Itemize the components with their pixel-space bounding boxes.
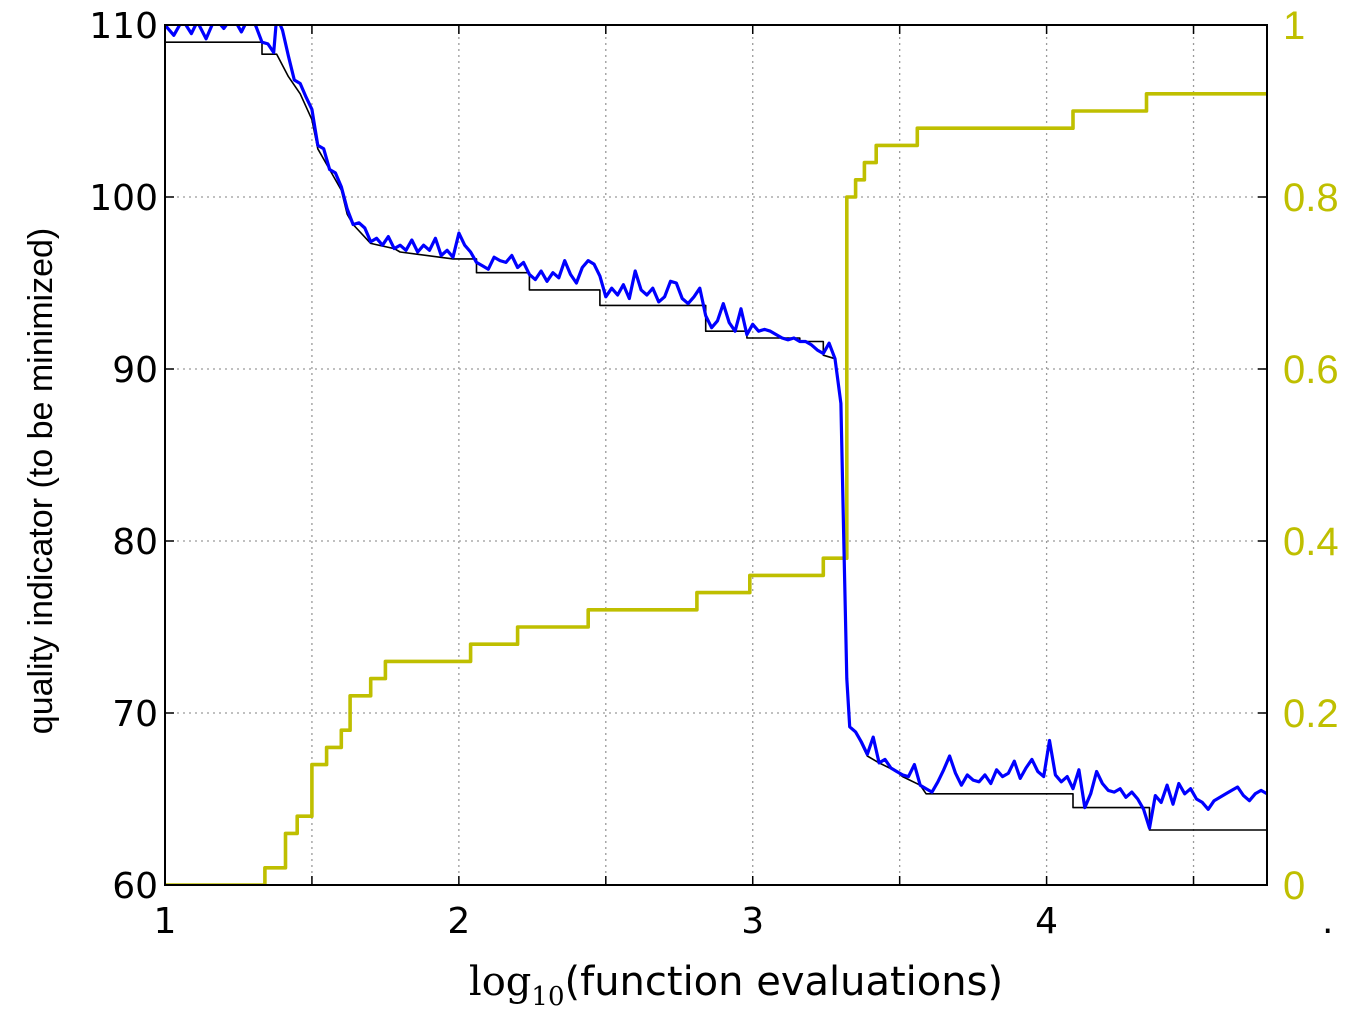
x-tick-label: 4 (1035, 901, 1058, 942)
plot-frame (164, 24, 1268, 886)
y-tick-label-right: 0.6 (1283, 348, 1339, 392)
series-layer (165, 25, 1267, 885)
grid-lines (165, 24, 1267, 886)
x-axis-label: log10(function evaluations) (469, 959, 1003, 1011)
y-tick-label-right: 1 (1283, 4, 1305, 48)
y-tick-label-right: 0.4 (1283, 520, 1339, 564)
y-tick-label-right: 0 (1283, 864, 1305, 908)
y-tick-label-left: 100 (89, 178, 158, 219)
tick-marks (165, 24, 1267, 886)
y-tick-label-left: 70 (112, 694, 158, 735)
tick-labels: 1 2 3 4 60 70 80 90 100 110 0 0.2 0.4 0.6 0.8 1 (89, 4, 1338, 942)
series-fraction (165, 92, 1267, 885)
y-tick-label-right: 0.8 (1283, 176, 1339, 220)
x-axis-label-text: (function evaluations) (565, 959, 1004, 1005)
x-tick-label: 2 (447, 901, 470, 942)
y-axis-label: quality indicator (to be minimized) (22, 228, 60, 734)
series-current-quality (165, 25, 1267, 830)
x-axis-label-subscript: 10 (531, 982, 564, 1011)
x-axis-label-log: log (469, 959, 531, 1005)
y-tick-label-left: 80 (112, 522, 158, 563)
y-tick-label-left: 60 (112, 866, 158, 907)
y-tick-label-right: 0.2 (1283, 692, 1339, 736)
y-tick-label-left: 110 (89, 6, 158, 47)
trailing-mark: . (1322, 901, 1333, 942)
series-best-quality (165, 41, 1267, 831)
y-tick-label-left: 90 (112, 350, 158, 391)
x-tick-label: 3 (741, 901, 764, 942)
x-tick-label: 1 (154, 901, 177, 942)
